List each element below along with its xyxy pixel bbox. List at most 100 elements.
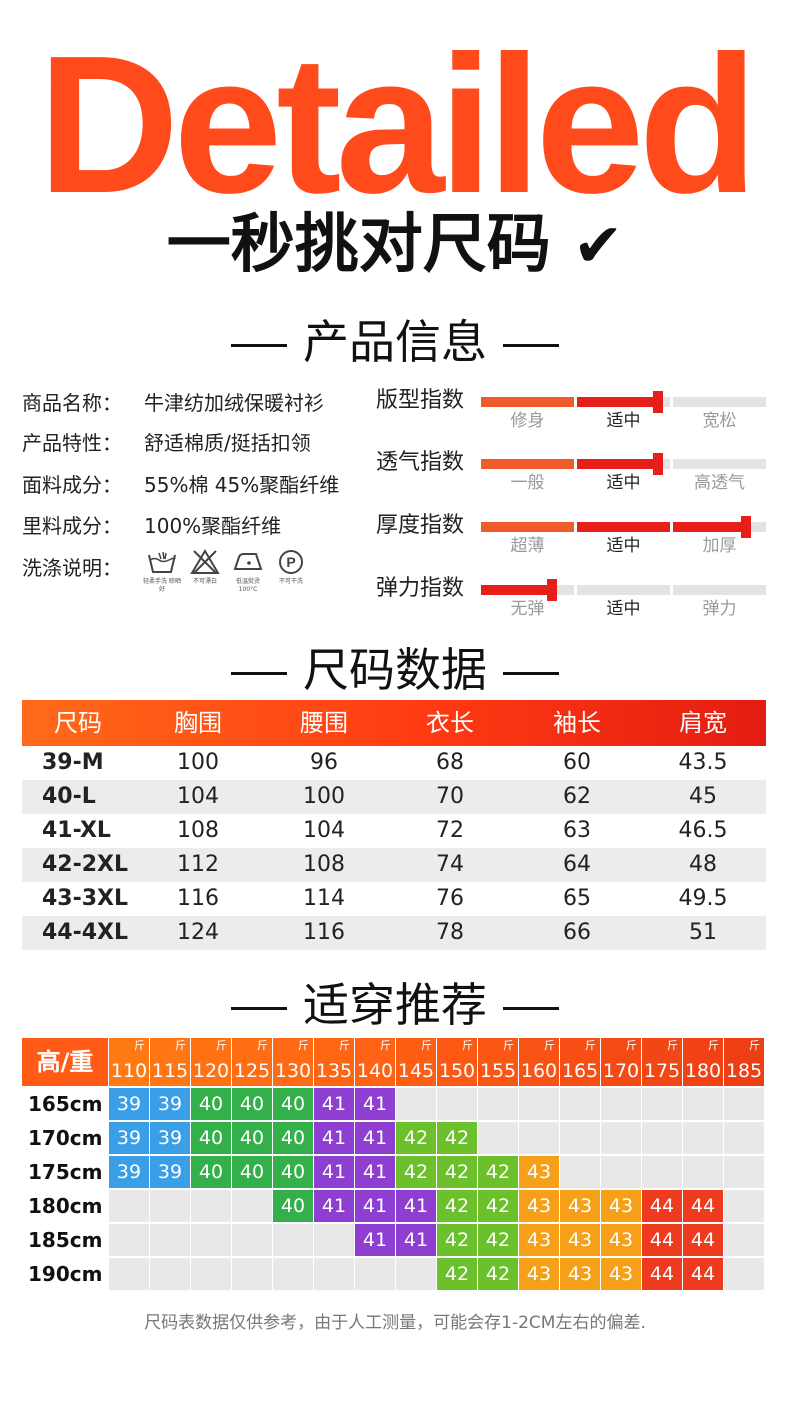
size-label-cell: 39-M: [42, 750, 104, 775]
size-value-cell: 49.5: [678, 886, 728, 911]
size-cell: 39: [150, 1088, 190, 1120]
size-cell: 41: [355, 1088, 395, 1120]
title-dash-right: [503, 1007, 559, 1010]
recommendation-row: 165cm 39 39 40 40 40 41 41: [22, 1088, 766, 1120]
size-cell: 39: [109, 1156, 149, 1188]
size-column-header: 衣长: [426, 709, 474, 737]
size-cell: [273, 1224, 313, 1256]
info-row: 商品名称： 牛津纺加绒保暖衬衫: [22, 388, 324, 418]
size-column-header: 胸围: [174, 709, 222, 737]
size-cell: [724, 1258, 764, 1290]
weight-unit: 斤: [134, 1039, 145, 1052]
index-segment: [481, 459, 574, 469]
weight-value: 140: [356, 1060, 394, 1082]
size-cell: 43: [601, 1258, 641, 1290]
weight-unit: 斤: [667, 1039, 678, 1052]
size-cell: [232, 1258, 272, 1290]
size-cell: [232, 1224, 272, 1256]
weight-header: 斤 180: [683, 1038, 723, 1086]
subtitle: 一秒挑对尺码 ✔: [0, 205, 790, 286]
index-marker: [741, 516, 751, 538]
weight-unit: 斤: [380, 1039, 391, 1052]
info-value: 牛津纺加绒保暖衬衫: [144, 391, 324, 415]
size-cell: 43: [519, 1156, 559, 1188]
wash-icon-item: P 不可干洗: [271, 548, 311, 586]
size-cell: 43: [519, 1258, 559, 1290]
size-cell: 40: [232, 1156, 272, 1188]
size-value-cell: 43.5: [678, 750, 728, 775]
size-value-cell: 68: [436, 750, 464, 775]
title-dash-right: [503, 344, 559, 347]
size-column-header: 腰围: [300, 709, 348, 737]
size-cell: 44: [642, 1190, 682, 1222]
weight-header: 斤 160: [519, 1038, 559, 1086]
low-iron-icon: [228, 548, 268, 576]
weight-unit: 斤: [298, 1039, 309, 1052]
wash-caption: 不可干洗: [278, 578, 303, 585]
height-label: 165cm: [28, 1092, 103, 1116]
index-segment: [577, 522, 670, 532]
size-value-cell: 100: [303, 784, 345, 809]
size-cell: 41: [396, 1224, 436, 1256]
size-cell: 40: [273, 1156, 313, 1188]
index-label: 透气指数: [376, 450, 465, 475]
index-segment: [673, 397, 766, 407]
size-cell: [273, 1258, 313, 1290]
weight-value: 110: [110, 1060, 148, 1082]
size-cell: [724, 1224, 764, 1256]
recommendation-row: 180cm 40 41 41 41 42 42 43 43 43 44 44: [22, 1190, 766, 1222]
size-cell: 42: [437, 1258, 477, 1290]
index-option: 适中: [606, 473, 641, 493]
subtitle-text: 一秒挑对尺码: [166, 208, 551, 282]
weight-header: 斤 165: [560, 1038, 600, 1086]
size-cell: 42: [478, 1190, 518, 1222]
weight-unit: 斤: [585, 1039, 596, 1052]
recommendation-row: 170cm 39 39 40 40 40 41 41 42 42: [22, 1122, 766, 1154]
size-cell: [601, 1122, 641, 1154]
size-cell: 43: [560, 1224, 600, 1256]
index-option: 一般: [510, 473, 545, 493]
size-cell: 40: [232, 1122, 272, 1154]
index-option: 加厚: [702, 536, 737, 556]
weight-value: 185: [725, 1060, 763, 1082]
size-value-cell: 100: [177, 750, 219, 775]
size-cell: 42: [478, 1224, 518, 1256]
wash-icons: 轻柔手洗 晾晒好 不可漂白 低温熨烫 100°C P 不可干洗: [142, 548, 312, 604]
index-option: 修身: [510, 411, 545, 431]
size-cell: [314, 1258, 354, 1290]
size-cell: 40: [273, 1088, 313, 1120]
title-dash-left: [231, 1007, 287, 1010]
weight-value: 175: [643, 1060, 681, 1082]
recommendation-row: 185cm 41 41 42 42 43 43 43 44 44: [22, 1224, 766, 1256]
weight-value: 170: [602, 1060, 640, 1082]
size-table-row: 42-2XL 112 108 74 64 48: [22, 848, 766, 882]
size-cell: 42: [437, 1122, 477, 1154]
size-cell: [683, 1122, 723, 1154]
size-cell: [478, 1088, 518, 1120]
info-row: 产品特性： 舒适棉质/挺括扣领: [22, 428, 311, 458]
size-cell: 40: [273, 1190, 313, 1222]
index-segment: [481, 397, 574, 407]
size-cell: 41: [355, 1156, 395, 1188]
index-segment: [577, 585, 670, 595]
svg-text:P: P: [286, 554, 295, 570]
size-cell: 41: [314, 1156, 354, 1188]
weight-header: 斤 120: [191, 1038, 231, 1086]
size-cell: 40: [191, 1156, 231, 1188]
size-cell: [314, 1224, 354, 1256]
info-row: 面料成分： 55%棉 45%聚酯纤维: [22, 470, 339, 500]
size-cell: 40: [191, 1088, 231, 1120]
size-cell: [683, 1088, 723, 1120]
size-cell: [642, 1122, 682, 1154]
section-title-product-info: 产品信息: [0, 312, 790, 372]
size-cell: 44: [683, 1258, 723, 1290]
section-title-size-data: 尺码数据: [0, 640, 790, 700]
size-value-cell: 51: [689, 920, 717, 945]
weight-value: 120: [192, 1060, 230, 1082]
index-option: 弹力: [702, 599, 737, 619]
size-cell: 39: [150, 1156, 190, 1188]
size-cell: [109, 1224, 149, 1256]
size-cell: 41: [355, 1224, 395, 1256]
weight-header: 斤 185: [724, 1038, 764, 1086]
title-dash-right: [503, 672, 559, 675]
